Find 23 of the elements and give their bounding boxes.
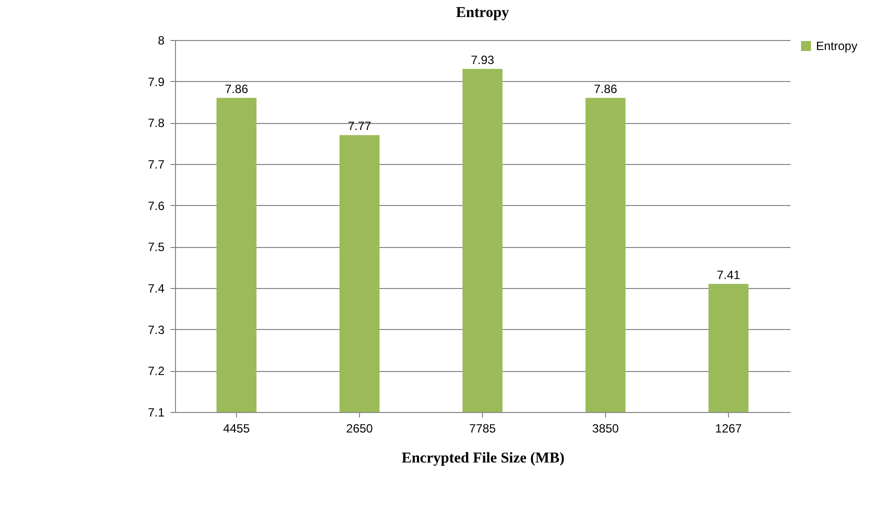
y-tick-label: 7.3 bbox=[148, 322, 165, 337]
x-tick-label: 4455 bbox=[223, 422, 250, 436]
y-tick-label: 7.5 bbox=[148, 240, 165, 254]
x-tick-label: 2650 bbox=[346, 422, 374, 436]
data-label: 7.77 bbox=[348, 119, 372, 134]
chart-title: Entropy bbox=[456, 5, 510, 21]
data-label: 7.93 bbox=[470, 52, 494, 67]
y-tick-label: 7.4 bbox=[148, 282, 165, 296]
y-tick-label: 7.8 bbox=[148, 116, 165, 130]
y-tick-label: 7.9 bbox=[148, 74, 165, 89]
y-tick-label: 8 bbox=[158, 34, 165, 48]
x-axis-title: Encrypted File Size (MB) bbox=[402, 450, 564, 466]
y-tick-label: 7.1 bbox=[148, 406, 165, 420]
x-tick-label: 1267 bbox=[715, 422, 742, 436]
x-tick-label: 7785 bbox=[469, 422, 496, 436]
y-tick-label: 7.7 bbox=[148, 158, 165, 172]
legend-label: Entropy bbox=[816, 39, 858, 53]
y-tick-label: 7.6 bbox=[148, 198, 165, 213]
y-tick-label: 7.2 bbox=[148, 364, 165, 378]
data-label: 7.86 bbox=[224, 82, 248, 96]
data-label: 7.86 bbox=[594, 82, 618, 96]
x-tick-label: 3850 bbox=[592, 422, 620, 436]
data-label: 7.41 bbox=[716, 268, 740, 282]
